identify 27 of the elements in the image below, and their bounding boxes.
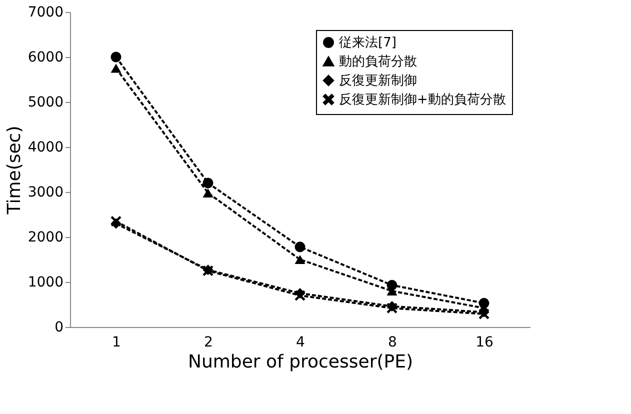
point [294,254,306,264]
point [294,290,306,301]
point [110,216,122,226]
y-tick-label: 7000 [28,4,64,20]
point [294,242,306,252]
x-tick-label: 2 [204,334,213,350]
point [110,52,122,62]
legend-label: 動的負荷分散 [339,54,417,70]
y-tick-label: 6000 [28,50,64,66]
x-tick-label: 16 [476,334,494,350]
x-tick-label: 8 [388,334,397,350]
y-tick-label: 5000 [28,94,64,110]
y-tick-label: 3000 [28,184,64,200]
y-tick-label: 0 [54,320,64,336]
legend-label: 反復更新制御+動的負荷分散 [339,92,506,108]
legend-label: 従来法[7] [339,36,396,50]
x-axis-title: Number of processer(PE) [188,352,414,372]
point [110,64,122,73]
y-tick-label: 1000 [28,274,64,290]
y-tick-label: 4000 [28,140,64,156]
x-tick-label: 4 [296,334,306,350]
y-tick-label: 2000 [28,230,64,246]
x-tick-label: 1 [112,334,121,350]
y-axis-title: Time(sec) [4,126,25,216]
legend-label: 反復更新制御 [339,74,417,88]
point [202,188,214,198]
point [202,178,214,188]
